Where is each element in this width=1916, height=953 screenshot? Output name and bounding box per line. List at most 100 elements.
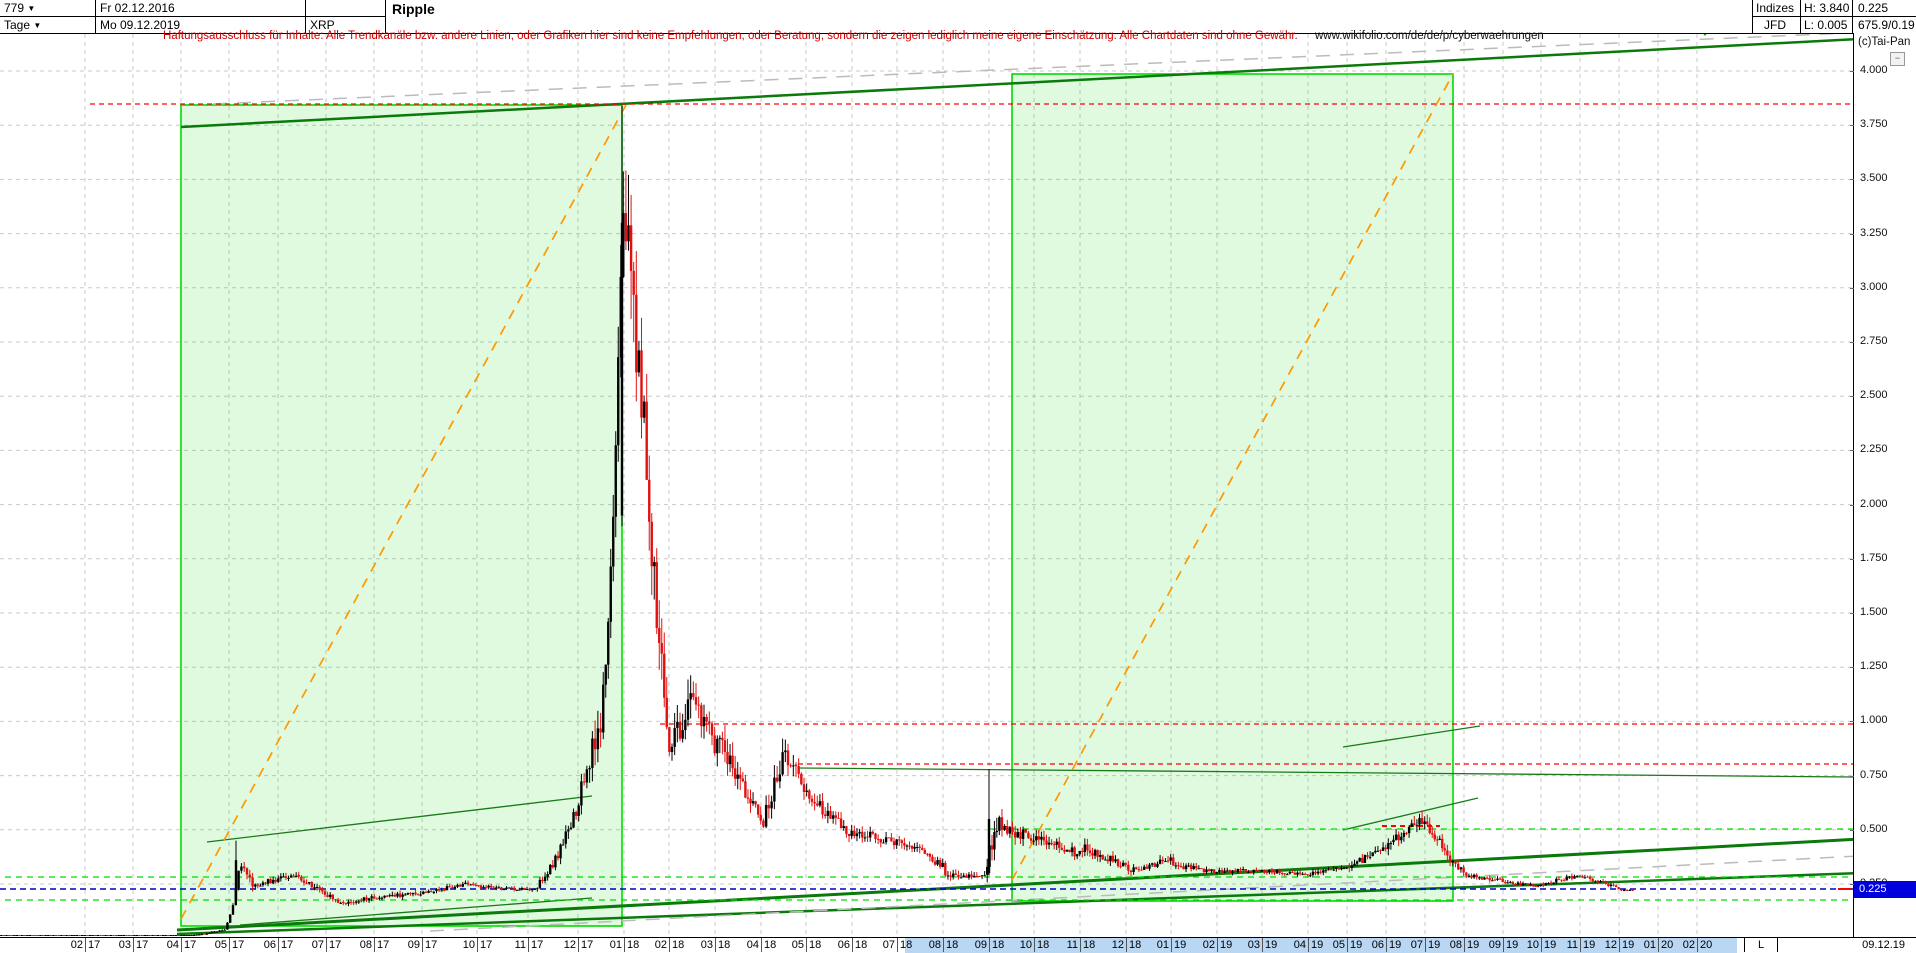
- month-tick: [1464, 938, 1465, 952]
- last-price-cell: 0.225: [1858, 1, 1889, 15]
- month-tick: [326, 938, 327, 952]
- year-label: 17: [329, 939, 342, 951]
- trend-channel-box-2019: [1011, 73, 1454, 902]
- price-axis-label: 4.000: [1860, 64, 1888, 76]
- month-label: 02: [1202, 939, 1215, 951]
- timeframe-dropdown[interactable]: Tage ▼: [4, 17, 92, 34]
- last-price-badge: 0.225: [1854, 881, 1916, 898]
- price-axis-label: 3.750: [1860, 118, 1888, 131]
- selected-date-range-highlight[interactable]: [905, 938, 1737, 953]
- month-label: 02: [654, 939, 667, 951]
- bars-count-value: 779: [4, 1, 25, 15]
- price-axis-tick: [1850, 613, 1854, 614]
- resistance-green-flat: [797, 767, 1854, 778]
- year-label: 18: [1083, 939, 1096, 951]
- year-label: 19: [1311, 939, 1324, 951]
- price-axis-pane: (c)Tai-Pan − 4.000 3.750 3.500 3.250 3.000 2.…: [1850, 33, 1916, 937]
- collapse-pane-button[interactable]: −: [1890, 52, 1905, 66]
- month-tick: [1262, 938, 1263, 952]
- channel-diagonal-2019: [1011, 73, 1454, 881]
- year-label: 17: [136, 939, 149, 951]
- main-uptrend-line: [180, 34, 1916, 129]
- year-label: 19: [1622, 939, 1635, 951]
- feed-cell: JFD: [1764, 18, 1786, 32]
- disclaimer-text: Haftungsausschluss für Inhalte: Alle Tre…: [163, 30, 1544, 42]
- price-axis-label: 2.500: [1860, 389, 1888, 402]
- month-tick: [578, 938, 579, 952]
- year-label: 17: [88, 939, 101, 951]
- mini-channel-2017-upper: [206, 795, 593, 843]
- month-label: 07: [1410, 939, 1423, 951]
- price-axis-label: 0.500: [1860, 822, 1888, 835]
- month-label: 06: [1371, 939, 1384, 951]
- month-tick: [715, 938, 716, 952]
- month-tick: [1080, 938, 1081, 952]
- year-label: 18: [900, 939, 913, 951]
- price-axis-tick: [1850, 775, 1854, 777]
- month-label: 03: [118, 939, 131, 951]
- month-label: 12: [1111, 939, 1124, 951]
- month-tick: [989, 938, 990, 952]
- month-label: 07: [882, 939, 895, 951]
- price-axis-label: 3.000: [1860, 280, 1888, 293]
- month-tick: [1126, 938, 1127, 952]
- gray-trend-upper: [212, 29, 1916, 105]
- disclaimer-url: www.wikifolio.com/de/de/p/cyberwaehrunge…: [1314, 30, 1544, 42]
- month-label: 11: [1066, 939, 1078, 951]
- year-label: 18: [809, 939, 822, 951]
- price-axis-tick: [1850, 721, 1854, 723]
- period-high-cell: H: 3.840: [1804, 1, 1850, 15]
- year-label: 20: [1661, 939, 1674, 951]
- month-label: 10: [462, 939, 475, 951]
- year-label: 17: [581, 939, 594, 951]
- month-tick: [477, 938, 478, 952]
- month-tick: [761, 938, 762, 952]
- year-label: 19: [1220, 939, 1233, 951]
- month-tick: [624, 938, 625, 952]
- header-row-divider: [0, 16, 385, 17]
- latest-date-label: 09.12.19: [1862, 939, 1905, 951]
- month-tick: [1347, 938, 1348, 952]
- date-from-cell: Fr 02.12.2016: [100, 1, 175, 15]
- year-label: 18: [627, 939, 640, 951]
- month-label: 12: [1604, 939, 1617, 951]
- month-tick: [133, 938, 134, 952]
- year-label: 17: [425, 939, 438, 951]
- price-axis-label: 2.250: [1860, 443, 1888, 456]
- bars-count-dropdown[interactable]: 779 ▼: [4, 0, 92, 17]
- price-axis-label: 3.250: [1860, 226, 1888, 239]
- month-label: 10: [1019, 939, 1032, 951]
- month-label: 05: [1332, 939, 1345, 951]
- mini-channel-2019-lower: [1342, 797, 1479, 831]
- year-label: 19: [1389, 939, 1402, 951]
- month-tick: [1386, 938, 1387, 952]
- month-label: 11: [514, 939, 526, 951]
- month-tick: [1308, 938, 1309, 952]
- period-low-cell: L: 0.005: [1804, 18, 1848, 32]
- price-axis-tick: [1850, 504, 1854, 506]
- price-axis-label: 2.000: [1860, 497, 1888, 510]
- month-label: 04: [746, 939, 759, 951]
- month-tick: [1658, 938, 1659, 952]
- month-label: 04: [1293, 939, 1306, 951]
- month-tick: [1217, 938, 1218, 952]
- year-label: 18: [672, 939, 685, 951]
- timeframe-value: Tage: [4, 18, 31, 32]
- month-tick: [806, 938, 807, 952]
- gray-trend-lower: [429, 852, 1916, 932]
- price-axis-tick: [1850, 450, 1854, 452]
- month-tick: [897, 938, 898, 952]
- year-label: 19: [1506, 939, 1519, 951]
- price-axis-label: 2.750: [1860, 335, 1888, 347]
- price-axis-tick: [1850, 287, 1854, 289]
- month-tick: [229, 938, 230, 952]
- year-label: 19: [1583, 939, 1596, 951]
- latest-marker-cell: L: [1744, 938, 1778, 952]
- month-tick: [669, 938, 670, 952]
- support-fan-a: [176, 834, 1916, 932]
- year-label: 17: [480, 939, 493, 951]
- chevron-down-icon: ▼: [33, 21, 42, 30]
- month-tick: [528, 938, 529, 952]
- year-label: 18: [992, 939, 1005, 951]
